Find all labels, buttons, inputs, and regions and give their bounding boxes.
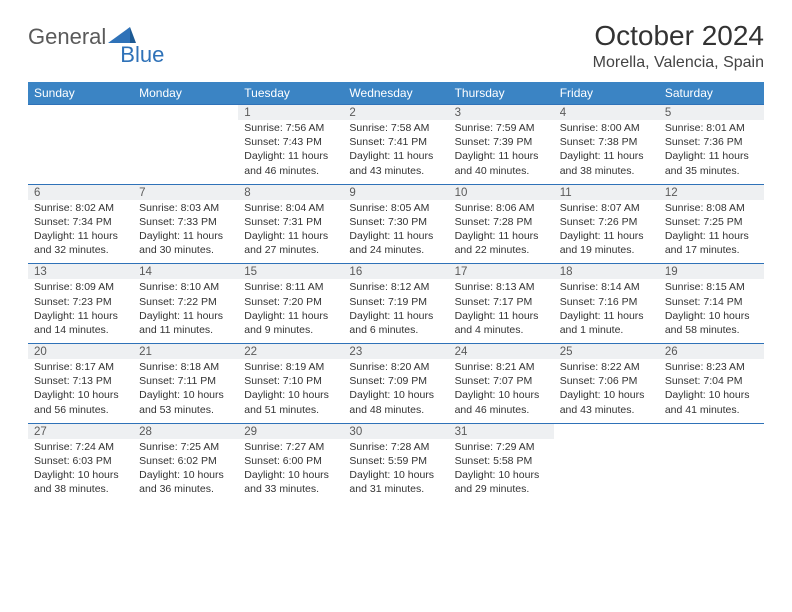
day-number-cell: 17 — [449, 264, 554, 280]
day-content-cell: Sunrise: 7:27 AMSunset: 6:00 PMDaylight:… — [238, 439, 343, 503]
day-content-cell: Sunrise: 8:18 AMSunset: 7:11 PMDaylight:… — [133, 359, 238, 423]
title-block: October 2024 Morella, Valencia, Spain — [593, 20, 764, 72]
day-content-cell: Sunrise: 7:28 AMSunset: 5:59 PMDaylight:… — [343, 439, 448, 503]
day-content-row: Sunrise: 8:09 AMSunset: 7:23 PMDaylight:… — [28, 279, 764, 343]
calendar-table: Sunday Monday Tuesday Wednesday Thursday… — [28, 82, 764, 502]
day-number-cell: 5 — [659, 105, 764, 121]
day-number-cell: 6 — [28, 184, 133, 200]
day-number-cell: 30 — [343, 423, 448, 439]
day-content-cell: Sunrise: 8:13 AMSunset: 7:17 PMDaylight:… — [449, 279, 554, 343]
day-content-cell: Sunrise: 8:12 AMSunset: 7:19 PMDaylight:… — [343, 279, 448, 343]
day-number-cell: 12 — [659, 184, 764, 200]
day-content-cell: Sunrise: 7:24 AMSunset: 6:03 PMDaylight:… — [28, 439, 133, 503]
day-number-cell: 20 — [28, 344, 133, 360]
day-number-cell — [659, 423, 764, 439]
day-header-row: Sunday Monday Tuesday Wednesday Thursday… — [28, 82, 764, 105]
day-content-cell: Sunrise: 8:19 AMSunset: 7:10 PMDaylight:… — [238, 359, 343, 423]
day-content-cell: Sunrise: 8:07 AMSunset: 7:26 PMDaylight:… — [554, 200, 659, 264]
day-number-cell — [28, 105, 133, 121]
day-number-cell: 8 — [238, 184, 343, 200]
day-number-cell: 4 — [554, 105, 659, 121]
page-title: October 2024 — [593, 20, 764, 52]
day-content-cell: Sunrise: 8:11 AMSunset: 7:20 PMDaylight:… — [238, 279, 343, 343]
day-content-cell: Sunrise: 8:20 AMSunset: 7:09 PMDaylight:… — [343, 359, 448, 423]
day-content-cell: Sunrise: 8:22 AMSunset: 7:06 PMDaylight:… — [554, 359, 659, 423]
logo-text-blue: Blue — [120, 42, 164, 68]
day-content-row: Sunrise: 7:56 AMSunset: 7:43 PMDaylight:… — [28, 120, 764, 184]
day-content-cell: Sunrise: 8:09 AMSunset: 7:23 PMDaylight:… — [28, 279, 133, 343]
day-number-cell: 29 — [238, 423, 343, 439]
day-content-row: Sunrise: 8:02 AMSunset: 7:34 PMDaylight:… — [28, 200, 764, 264]
header: General Blue October 2024 Morella, Valen… — [28, 20, 764, 72]
day-number-row: 20212223242526 — [28, 344, 764, 360]
day-number-cell: 15 — [238, 264, 343, 280]
day-number-cell: 26 — [659, 344, 764, 360]
calendar-page: General Blue October 2024 Morella, Valen… — [0, 0, 792, 522]
day-number-cell: 11 — [554, 184, 659, 200]
day-number-cell: 10 — [449, 184, 554, 200]
day-content-cell: Sunrise: 8:00 AMSunset: 7:38 PMDaylight:… — [554, 120, 659, 184]
day-content-cell: Sunrise: 8:06 AMSunset: 7:28 PMDaylight:… — [449, 200, 554, 264]
day-number-cell: 7 — [133, 184, 238, 200]
day-number-cell: 1 — [238, 105, 343, 121]
logo-text-general: General — [28, 24, 106, 50]
day-content-cell: Sunrise: 8:01 AMSunset: 7:36 PMDaylight:… — [659, 120, 764, 184]
logo: General Blue — [28, 24, 182, 50]
day-content-row: Sunrise: 7:24 AMSunset: 6:03 PMDaylight:… — [28, 439, 764, 503]
day-content-cell: Sunrise: 8:17 AMSunset: 7:13 PMDaylight:… — [28, 359, 133, 423]
location-text: Morella, Valencia, Spain — [593, 54, 764, 72]
day-header: Thursday — [449, 82, 554, 105]
day-content-cell — [28, 120, 133, 184]
day-content-cell: Sunrise: 7:59 AMSunset: 7:39 PMDaylight:… — [449, 120, 554, 184]
day-number-cell — [554, 423, 659, 439]
day-number-cell: 24 — [449, 344, 554, 360]
day-number-cell: 28 — [133, 423, 238, 439]
day-content-cell: Sunrise: 8:08 AMSunset: 7:25 PMDaylight:… — [659, 200, 764, 264]
day-content-row: Sunrise: 8:17 AMSunset: 7:13 PMDaylight:… — [28, 359, 764, 423]
day-content-cell — [659, 439, 764, 503]
day-content-cell — [133, 120, 238, 184]
day-content-cell: Sunrise: 8:04 AMSunset: 7:31 PMDaylight:… — [238, 200, 343, 264]
day-content-cell: Sunrise: 8:21 AMSunset: 7:07 PMDaylight:… — [449, 359, 554, 423]
day-header: Tuesday — [238, 82, 343, 105]
day-content-cell: Sunrise: 8:14 AMSunset: 7:16 PMDaylight:… — [554, 279, 659, 343]
day-content-cell: Sunrise: 7:25 AMSunset: 6:02 PMDaylight:… — [133, 439, 238, 503]
day-content-cell: Sunrise: 8:02 AMSunset: 7:34 PMDaylight:… — [28, 200, 133, 264]
day-number-cell: 3 — [449, 105, 554, 121]
day-number-cell: 27 — [28, 423, 133, 439]
day-content-cell — [554, 439, 659, 503]
day-number-cell: 22 — [238, 344, 343, 360]
day-number-cell: 21 — [133, 344, 238, 360]
day-content-cell: Sunrise: 7:29 AMSunset: 5:58 PMDaylight:… — [449, 439, 554, 503]
day-number-cell: 9 — [343, 184, 448, 200]
day-number-row: 6789101112 — [28, 184, 764, 200]
day-number-cell: 23 — [343, 344, 448, 360]
day-number-row: 13141516171819 — [28, 264, 764, 280]
day-number-cell: 18 — [554, 264, 659, 280]
day-number-row: 12345 — [28, 105, 764, 121]
day-content-cell: Sunrise: 7:58 AMSunset: 7:41 PMDaylight:… — [343, 120, 448, 184]
day-content-cell: Sunrise: 8:23 AMSunset: 7:04 PMDaylight:… — [659, 359, 764, 423]
day-number-cell — [133, 105, 238, 121]
day-number-cell: 13 — [28, 264, 133, 280]
day-number-cell: 19 — [659, 264, 764, 280]
day-number-cell: 25 — [554, 344, 659, 360]
day-header: Friday — [554, 82, 659, 105]
day-content-cell: Sunrise: 8:03 AMSunset: 7:33 PMDaylight:… — [133, 200, 238, 264]
day-content-cell: Sunrise: 8:15 AMSunset: 7:14 PMDaylight:… — [659, 279, 764, 343]
day-number-cell: 31 — [449, 423, 554, 439]
day-number-cell: 2 — [343, 105, 448, 121]
day-header: Wednesday — [343, 82, 448, 105]
day-content-cell: Sunrise: 8:10 AMSunset: 7:22 PMDaylight:… — [133, 279, 238, 343]
day-number-row: 2728293031 — [28, 423, 764, 439]
day-number-cell: 14 — [133, 264, 238, 280]
day-content-cell: Sunrise: 7:56 AMSunset: 7:43 PMDaylight:… — [238, 120, 343, 184]
day-content-cell: Sunrise: 8:05 AMSunset: 7:30 PMDaylight:… — [343, 200, 448, 264]
day-header: Monday — [133, 82, 238, 105]
day-header: Saturday — [659, 82, 764, 105]
day-number-cell: 16 — [343, 264, 448, 280]
day-header: Sunday — [28, 82, 133, 105]
